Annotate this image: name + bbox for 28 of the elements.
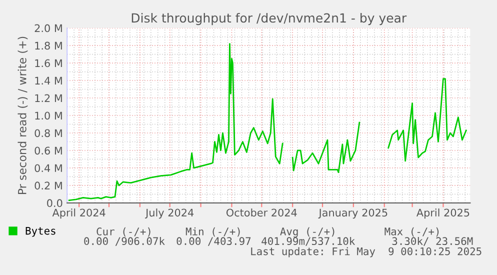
x-tick-label: January 2025 bbox=[318, 208, 388, 219]
x-tick-label: April 2024 bbox=[52, 208, 106, 219]
text: Max (-/+) bbox=[384, 227, 439, 237]
y-tick-label: 1.2 M bbox=[35, 94, 62, 102]
text: Cur (-/+) bbox=[96, 227, 150, 237]
y-tick-label: 2.0 M bbox=[34, 24, 62, 32]
y-tick-label: 1.0 M bbox=[35, 112, 62, 120]
y-tick-label: 0.2 M bbox=[34, 182, 62, 190]
text: 0.00 /403.97 bbox=[176, 237, 251, 246]
y-tick-label: 0.4 M bbox=[34, 164, 62, 172]
text: 3.30k/ 23.56M bbox=[392, 236, 473, 246]
x-tick-label: October 2024 bbox=[226, 208, 297, 217]
chart-title: Disk throughput for /dev/nvme2n1 - by year bbox=[132, 12, 407, 26]
y-tick-label: 1.4 M bbox=[35, 76, 62, 84]
x-tick-label: July 2024 bbox=[145, 208, 194, 219]
y-tick-label: 1.8 M bbox=[35, 42, 62, 50]
y-tick-label: 0.8 M bbox=[34, 129, 62, 138]
text: Min (-/+) bbox=[186, 227, 240, 237]
y-tick-label: 1.6 M bbox=[35, 59, 62, 68]
text: Last update: Fri May 9 00:10:25 2025 bbox=[251, 247, 482, 258]
text: 0.00 /906.07k bbox=[84, 236, 165, 246]
x-tick-label: April 2025 bbox=[416, 208, 470, 219]
legend-label: Bytes bbox=[26, 226, 56, 237]
y-axis-title: Pr second read (-) / write (+) bbox=[18, 36, 28, 194]
y-tick-label: 0.0 bbox=[47, 199, 62, 208]
y-tick-label: 0.6 M bbox=[34, 146, 62, 155]
text: 401.99m/537.10k bbox=[262, 236, 356, 246]
text: Avg (-/+) bbox=[280, 227, 334, 238]
